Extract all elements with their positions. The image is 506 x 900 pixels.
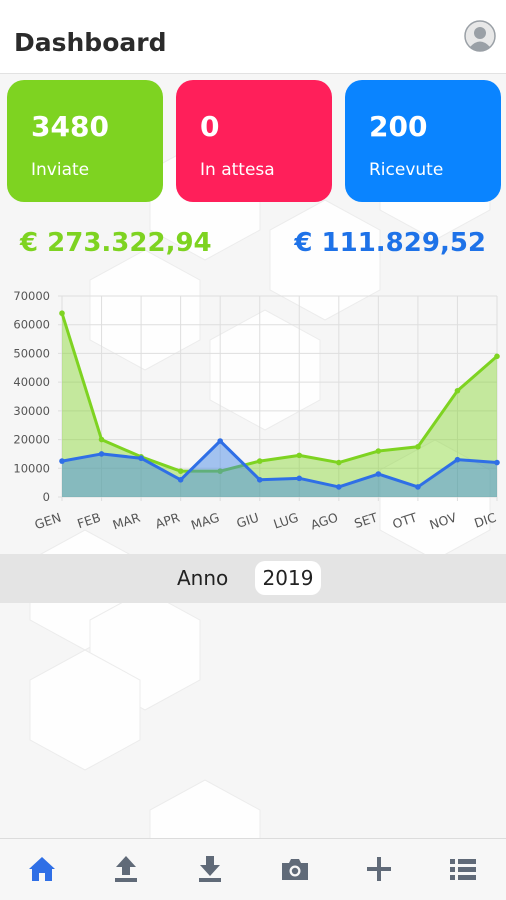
received-total-amount: € 111.829,52 bbox=[294, 228, 486, 258]
year-selector-bar: Anno 2019 bbox=[0, 554, 506, 603]
received-count: 200 bbox=[369, 110, 428, 143]
user-avatar-icon[interactable] bbox=[464, 20, 496, 52]
data-point bbox=[494, 459, 500, 466]
data-point bbox=[336, 459, 342, 466]
data-point bbox=[494, 353, 500, 360]
received-card[interactable]: 200 Ricevute bbox=[345, 80, 501, 202]
nav-list[interactable] bbox=[446, 853, 480, 885]
y-tick-label: 70000 bbox=[13, 289, 50, 303]
x-tick-label: LUG bbox=[272, 510, 301, 532]
sent-card[interactable]: 3480 Inviate bbox=[7, 80, 163, 202]
data-point bbox=[138, 455, 144, 462]
x-tick-label: AGO bbox=[309, 510, 340, 532]
nav-home[interactable] bbox=[25, 853, 59, 885]
data-point bbox=[217, 438, 223, 444]
bottom-navigation bbox=[0, 838, 506, 900]
totals-row: € 273.322,94 € 111.829,52 bbox=[0, 228, 506, 268]
sent-total-amount: € 273.322,94 bbox=[20, 228, 212, 258]
data-point bbox=[177, 476, 184, 483]
data-point bbox=[98, 436, 105, 443]
download-icon bbox=[199, 856, 221, 882]
sent-label: Inviate bbox=[31, 160, 90, 180]
nav-camera[interactable] bbox=[278, 853, 312, 885]
y-tick-label: 30000 bbox=[13, 404, 50, 418]
year-label: Anno bbox=[177, 566, 229, 590]
monthly-chart: 0 10000 20000 30000 40000 50000 60000 70000 GEN F… bbox=[0, 282, 506, 533]
data-point bbox=[59, 458, 65, 464]
data-point bbox=[336, 484, 342, 490]
y-tick-label: 0 bbox=[43, 490, 50, 504]
y-tick-label: 20000 bbox=[13, 433, 50, 447]
x-tick-label: OTT bbox=[391, 509, 420, 531]
x-tick-label: MAR bbox=[111, 509, 143, 532]
year-select[interactable]: 2019 bbox=[255, 561, 321, 595]
sent-count: 3480 bbox=[31, 110, 109, 143]
pending-label: In attesa bbox=[200, 160, 275, 180]
series-line bbox=[60, 312, 498, 473]
data-point bbox=[375, 471, 382, 477]
nav-add[interactable] bbox=[362, 853, 396, 885]
x-tick-label: GIU bbox=[235, 510, 261, 531]
app-header: Dashboard bbox=[0, 0, 506, 74]
page-title: Dashboard bbox=[14, 28, 167, 57]
y-tick-label: 10000 bbox=[13, 461, 50, 475]
y-tick-label: 40000 bbox=[13, 375, 50, 389]
data-point bbox=[454, 387, 461, 394]
home-icon bbox=[29, 857, 55, 881]
list-icon bbox=[450, 859, 476, 880]
pending-count: 0 bbox=[200, 110, 220, 143]
nav-download[interactable] bbox=[193, 853, 227, 885]
received-label: Ricevute bbox=[369, 160, 444, 180]
camera-icon bbox=[282, 859, 308, 880]
upload-icon bbox=[115, 856, 137, 882]
data-point bbox=[256, 458, 263, 464]
data-point bbox=[415, 443, 421, 450]
x-tick-label: APR bbox=[153, 509, 181, 531]
pending-card[interactable]: 0 In attesa bbox=[176, 80, 332, 202]
y-tick-label: 50000 bbox=[13, 346, 50, 360]
data-point bbox=[98, 451, 105, 457]
x-tick-label: DIC bbox=[472, 510, 498, 531]
y-tick-label: 60000 bbox=[13, 318, 50, 332]
data-point bbox=[217, 468, 223, 474]
x-tick-label: GEN bbox=[33, 510, 63, 532]
data-point bbox=[177, 468, 184, 474]
data-point bbox=[296, 475, 303, 482]
x-tick-label: MAG bbox=[189, 510, 221, 532]
data-point bbox=[59, 310, 65, 317]
data-point bbox=[256, 476, 263, 483]
summary-cards: 3480 Inviate 0 In attesa 200 Ricevute bbox=[7, 80, 501, 202]
x-tick-label: FEB bbox=[75, 510, 102, 532]
data-point bbox=[415, 484, 421, 490]
data-point bbox=[296, 452, 303, 459]
chart-svg: 0 10000 20000 30000 40000 50000 60000 70000 GEN F… bbox=[13, 289, 500, 533]
x-tick-label: SET bbox=[352, 509, 379, 531]
data-point bbox=[375, 448, 382, 454]
x-tick-label: NOV bbox=[428, 509, 459, 532]
plus-icon bbox=[367, 857, 391, 881]
data-point bbox=[454, 456, 461, 463]
nav-upload[interactable] bbox=[109, 853, 143, 885]
